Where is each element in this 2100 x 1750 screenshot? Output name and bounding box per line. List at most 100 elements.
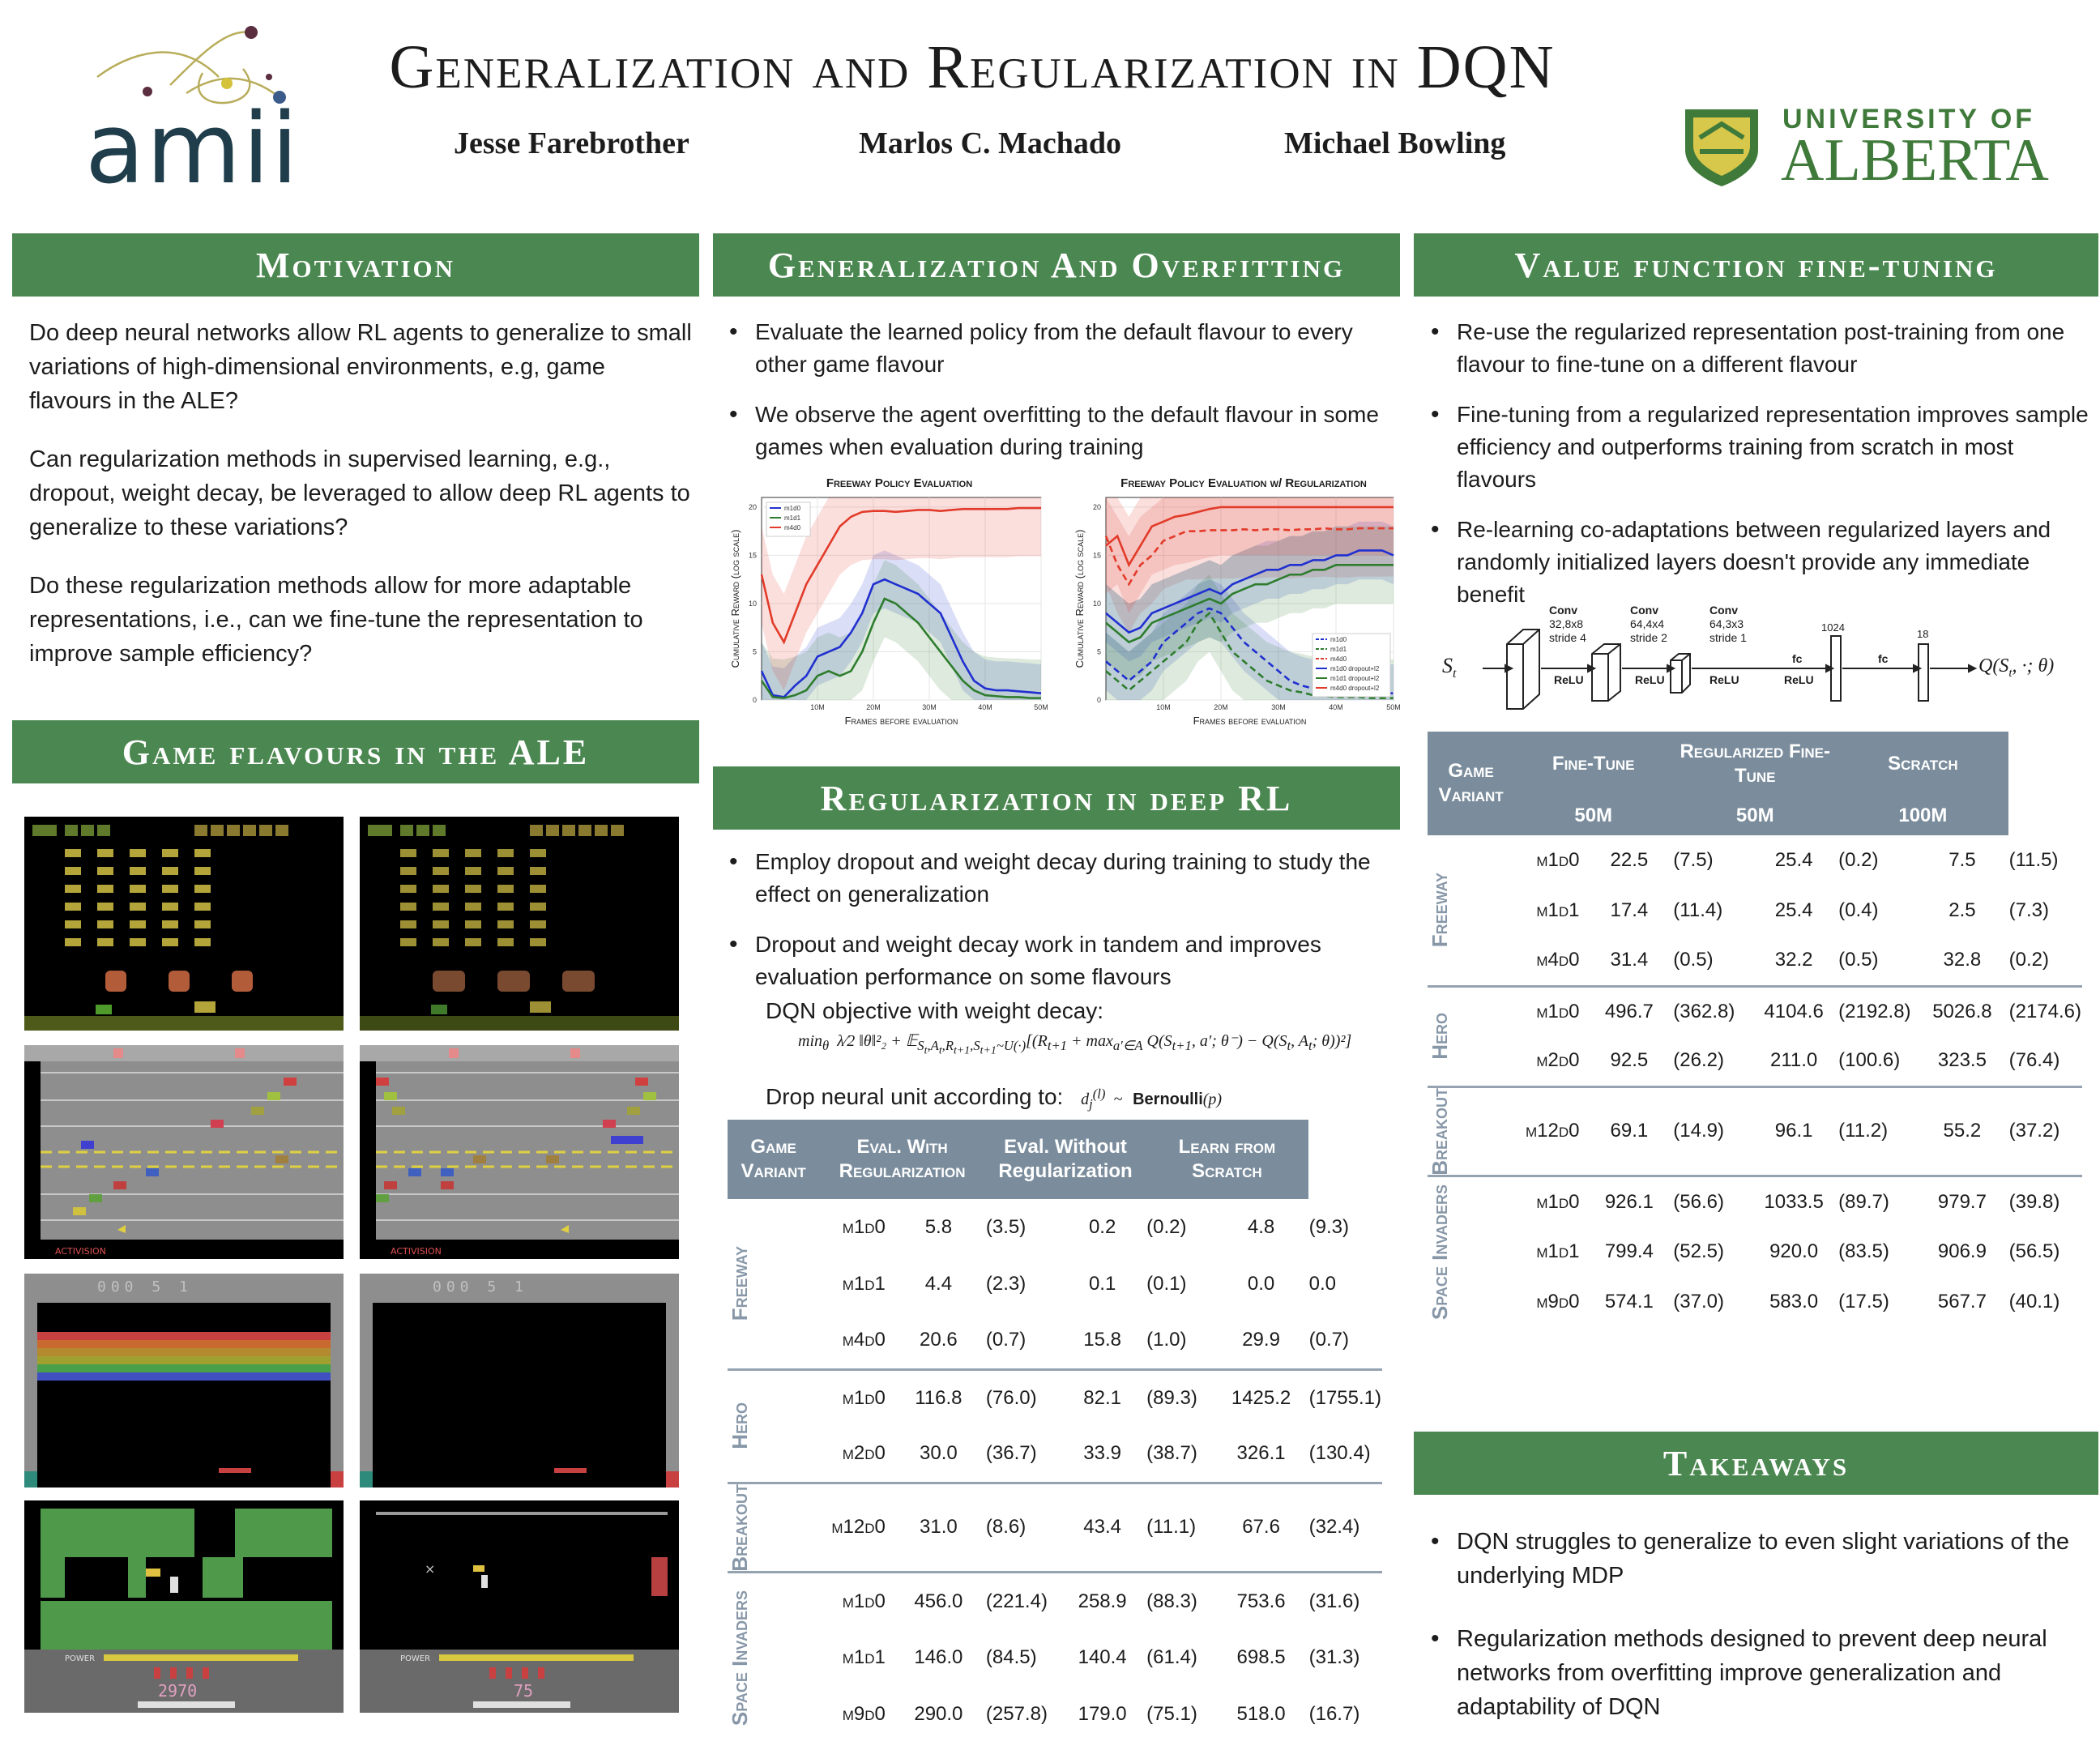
hero-default-screen: POWER 2970 [24, 1500, 344, 1713]
value-cell: (0.5) [1673, 949, 1714, 971]
space-invaders-variant-screen [360, 817, 679, 1031]
freeway-variant-screen: ACTIVISION [360, 1045, 679, 1259]
takeaways-bullets: DQN struggles to generalize to even slig… [1428, 1525, 2092, 1742]
y-tick-label: 0 [753, 696, 757, 704]
variant-cell: m9d0 [1536, 1290, 1580, 1312]
value-cell: 25.4 [1774, 899, 1813, 921]
value-cell: (16.7) [1308, 1702, 1360, 1725]
ft-table-row: Breakout m12d0 69.1 (14.9) 96.1 (11.2) 55.2 (37… [1428, 1085, 2082, 1176]
variant-cell: m2d0 [842, 1442, 886, 1465]
conv1-label: Conv 32,8x8 stride 4 [1549, 604, 1586, 644]
value-cell: 583.0 [1769, 1290, 1819, 1312]
value-cell: 0.2 [1088, 1216, 1116, 1238]
value-cell: 258.9 [1059, 1571, 1146, 1629]
y-axis-label: Cumulative Reward (log scale) [729, 530, 741, 668]
author-2: Marlos C. Machado [859, 126, 1122, 160]
variant-cell: m4d0 [842, 1329, 886, 1351]
series-line [760, 578, 1042, 698]
ft-table-row: Space Invaders m1d0 926.1 (56.6) 1033.5 (89.7… [1428, 1175, 2082, 1327]
motivation-heading: Motivation [12, 233, 699, 297]
legend-entry: m1d0 [1330, 636, 1347, 643]
fc1-relu: ReLU [1784, 673, 1814, 686]
series-line [1105, 564, 1394, 644]
value-cell: 0.0 [1247, 1273, 1275, 1295]
breakout-score-default: 000 5 1 [97, 1278, 193, 1295]
hero-score-variant: 75 [514, 1681, 533, 1701]
finetune-results-table: Game Variant Fine-Tune Regularized Fine-… [1428, 732, 2082, 1327]
value-cell: 567.7 [1937, 1290, 1987, 1312]
game-group-label: Freeway [1428, 873, 1452, 948]
reg-table-row: Freeway m1d0 5.8 (3.5) 0.2 (0.2) 4.8 (9.3) [728, 1199, 1382, 1321]
value-cell: (1.0) [1146, 1329, 1187, 1351]
variant-cell: m4d0 [1536, 949, 1580, 971]
motivation-p1: Do deep neural networks allow RL agents … [29, 320, 692, 414]
value-cell: (11.2) [1838, 1085, 1917, 1176]
regularization-bullet-2: Dropout and weight decay work in tandem … [726, 928, 1390, 993]
x-tick-label: 50M [1386, 703, 1401, 711]
reg-table-row: m1d1 4.4 (2.3) 0.1 (0.1) 0.0 0.0 [728, 1256, 1382, 1312]
legend-entry: m4d0 [784, 524, 801, 531]
value-cell: (9.3) [1308, 1216, 1349, 1238]
x-tick-label: 10M [810, 703, 825, 711]
value-cell: (0.7) [1308, 1329, 1349, 1351]
ft-th-finetune: Fine-Tune [1514, 732, 1673, 796]
game-group-label: Breakout [728, 1483, 752, 1572]
value-cell: 574.1 [1604, 1290, 1654, 1312]
amii-logo-graphic [96, 26, 286, 105]
regularization-bullets: Employ dropout and weight decay during t… [726, 846, 1390, 1011]
chart-freeway-policy-eval-reg: Freeway Policy Evaluation w/ Regularizat… [1057, 473, 1406, 749]
value-cell: (40.1) [2008, 1290, 2060, 1312]
finetune-bullet-3: Re-learning co-adaptations between regul… [1428, 514, 2092, 611]
objective-label: DQN objective with weight decay: [766, 998, 1104, 1023]
y-tick-label: 15 [749, 551, 757, 559]
value-cell: 20.6 [920, 1329, 958, 1351]
value-cell: 4.4 [924, 1273, 953, 1295]
hero-power-variant: POWER [400, 1654, 430, 1663]
game-group-label: Breakout [1428, 1087, 1452, 1176]
value-cell: 7.5 [1948, 849, 1976, 871]
finetune-bullet-1: Re-use the regularized representation po… [1428, 316, 2092, 381]
value-cell: 1425.2 [1214, 1368, 1308, 1426]
generalization-bullet-2: We observe the agent overfitting to the … [726, 399, 1390, 463]
variant-cell: m1d1 [842, 1645, 886, 1668]
regularization-heading: Regularization in deep RL [713, 766, 1400, 830]
value-cell: 5026.8 [1916, 984, 2008, 1036]
value-cell: (17.5) [1838, 1290, 1889, 1312]
reg-th-without: Eval. Without Regularization [984, 1120, 1146, 1199]
value-cell: 33.9 [1083, 1442, 1121, 1465]
generalization-bullet-1: Evaluate the learned policy from the def… [726, 316, 1390, 381]
game-group-label: Space Invaders [728, 1590, 752, 1727]
chart1-plot: 0 5 10 15 20 10M 20M 30M 40M 50M Frames before eva… [729, 497, 1048, 727]
reg-table-row: m9d0 290.0 (257.8) 179.0 (75.1) 518.0 (16.7) [728, 1686, 1382, 1743]
value-cell: (362.8) [1672, 984, 1751, 1036]
variant-cell: m12d0 [1514, 1085, 1586, 1176]
dim-1024: 1024 [1821, 621, 1845, 634]
hero-power-default: POWER [65, 1654, 95, 1663]
value-cell: 920.0 [1769, 1240, 1819, 1262]
finetune-heading: Value function fine-tuning [1414, 233, 2098, 297]
conv2-relu: ReLU [1635, 673, 1665, 686]
value-cell: 31.0 [891, 1481, 985, 1573]
variant-cell: m1d0 [1536, 849, 1580, 871]
variant-cell: m1d1 [1536, 899, 1580, 921]
value-cell: 179.0 [1078, 1702, 1127, 1725]
series-band [762, 497, 1041, 691]
game-group-label: Freeway [728, 1246, 752, 1321]
value-cell: 31.4 [1610, 949, 1649, 971]
ft-sub-100m: 100M [1838, 796, 2008, 835]
variant-cell: m2d0 [1536, 1049, 1580, 1072]
value-cell: (31.6) [1308, 1571, 1382, 1629]
value-cell: (221.4) [984, 1571, 1060, 1629]
amii-logo: amii [81, 20, 300, 198]
motivation-p2: Can regularization methods in supervised… [29, 446, 690, 540]
value-cell: (0.4) [1838, 899, 1879, 921]
legend-entry: m4d0 [1330, 655, 1347, 663]
freeway-brand-default: ACTIVISION [55, 1246, 106, 1257]
series-line [1105, 506, 1394, 568]
ua-logo-line2: ALBERTA [1781, 127, 2049, 194]
value-cell: (11.4) [1673, 899, 1723, 921]
value-cell: 518.0 [1236, 1702, 1286, 1725]
reg-table-row: m2d0 30.0 (36.7) 33.9 (38.7) 326.1 (130.4) [728, 1426, 1382, 1483]
variant-cell: m1d0 [842, 1216, 886, 1238]
conv3-label: Conv 64,3x3 stride 1 [1709, 604, 1747, 644]
